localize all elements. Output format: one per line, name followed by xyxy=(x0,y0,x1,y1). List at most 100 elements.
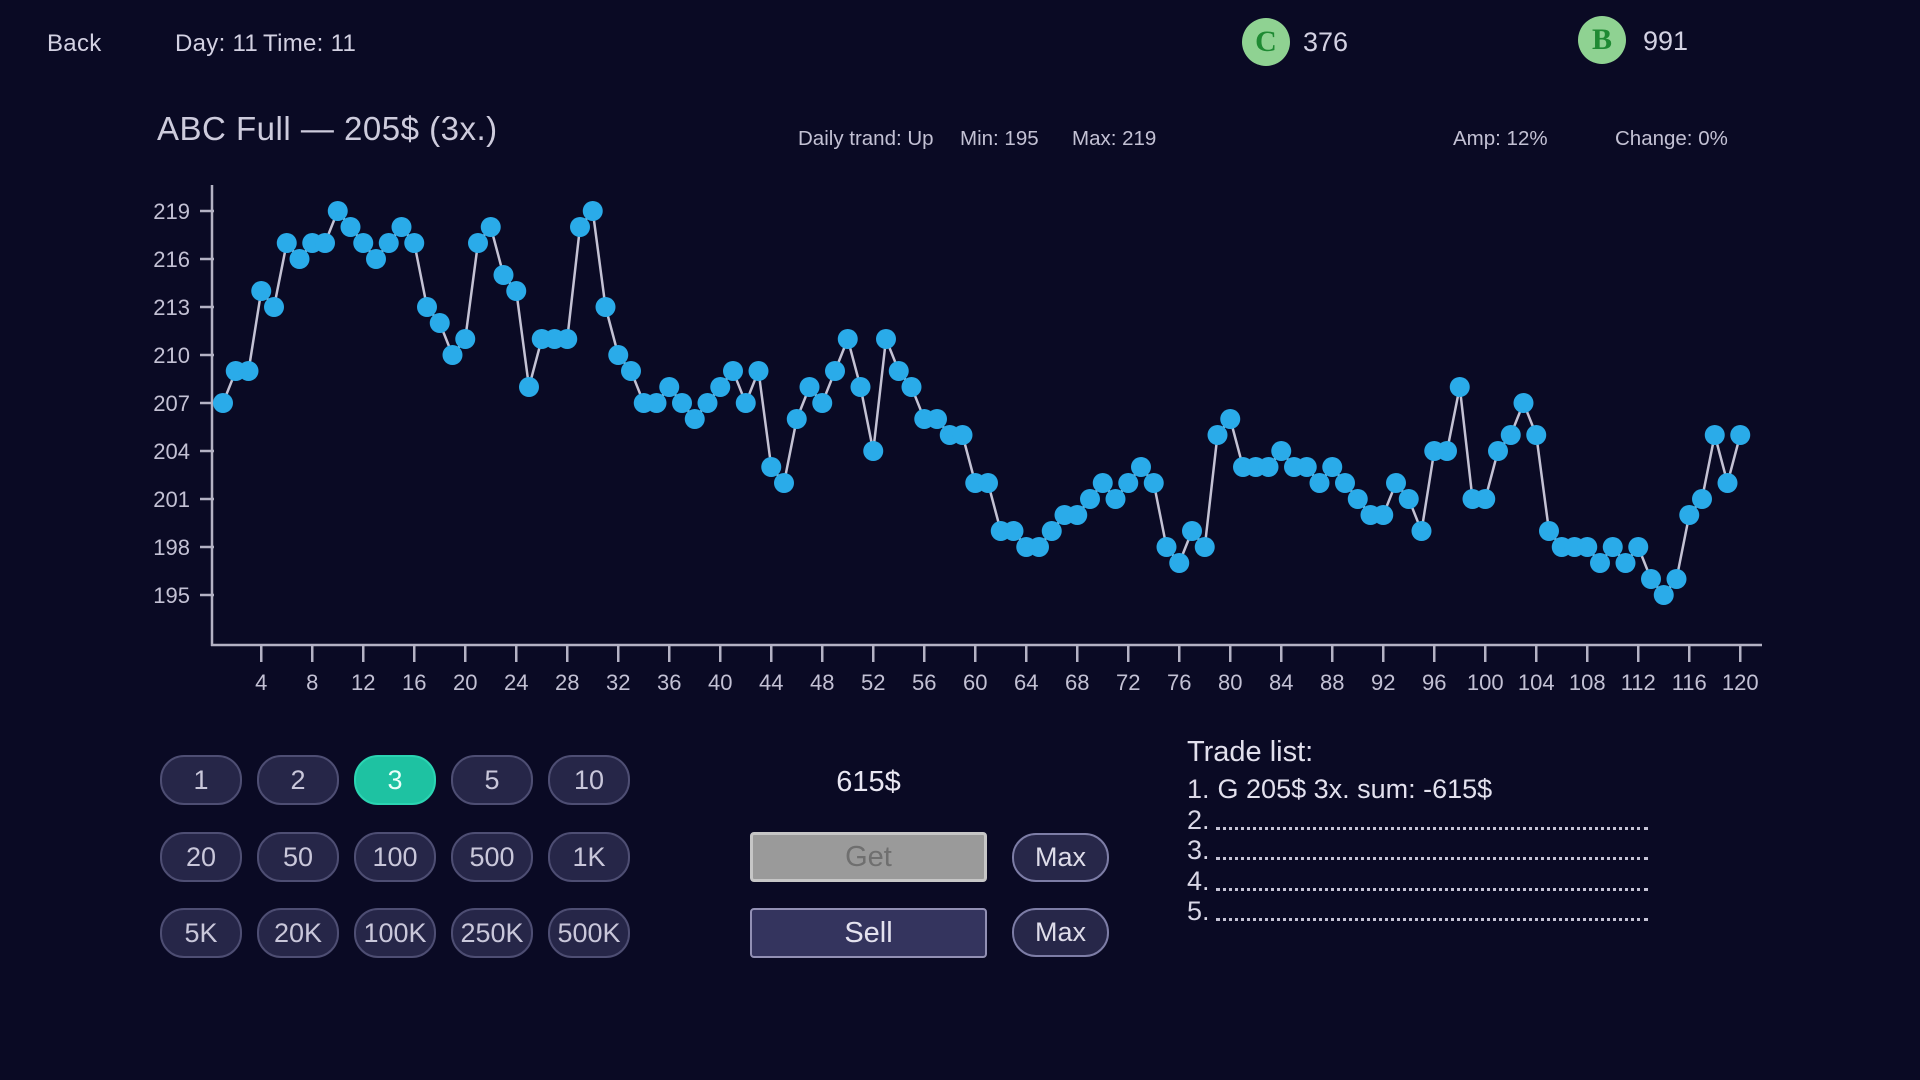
data-point xyxy=(1092,473,1113,493)
order-amount: 615$ xyxy=(836,766,901,798)
multiplier-button-50[interactable]: 50 xyxy=(257,832,339,882)
x-tick-label: 24 xyxy=(504,670,528,695)
data-point xyxy=(417,297,437,317)
data-point xyxy=(1386,473,1406,493)
y-tick-label: 219 xyxy=(153,199,190,224)
data-point xyxy=(468,233,488,253)
data-point xyxy=(1207,425,1228,445)
data-point xyxy=(1717,473,1738,493)
data-point xyxy=(1513,393,1534,413)
y-tick-label: 198 xyxy=(153,535,190,560)
data-point xyxy=(672,393,692,413)
multiplier-button-5K[interactable]: 5K xyxy=(160,908,242,958)
multiplier-button-3[interactable]: 3 xyxy=(354,755,436,805)
trade-row-index: 2. xyxy=(1187,804,1210,835)
multiplier-button-10[interactable]: 10 xyxy=(548,755,630,805)
data-point xyxy=(799,377,820,397)
trade-list: 1. G 205$ 3x. sum: -615$ 2. 3. 4. 5. xyxy=(1187,774,1648,935)
x-tick-label: 84 xyxy=(1269,670,1293,695)
trade-list-heading: Trade list: xyxy=(1187,736,1314,768)
x-tick-label: 96 xyxy=(1422,670,1446,695)
trade-row-index: 3. xyxy=(1187,835,1210,865)
data-point xyxy=(876,329,896,349)
data-point xyxy=(506,281,527,301)
sell-max-button[interactable]: Max xyxy=(1012,908,1109,957)
x-tick-label: 36 xyxy=(657,670,681,695)
y-tick-label: 207 xyxy=(153,391,190,416)
data-point xyxy=(710,377,731,397)
data-point xyxy=(952,425,973,445)
data-point xyxy=(1131,457,1151,477)
y-tick-label: 210 xyxy=(153,343,190,368)
data-point xyxy=(901,377,922,397)
multiplier-button-100K[interactable]: 100K xyxy=(354,908,436,958)
data-point xyxy=(557,329,578,349)
data-point xyxy=(366,249,386,269)
trade-row-index: 4. xyxy=(1187,865,1210,896)
x-tick-label: 112 xyxy=(1621,670,1656,695)
data-point xyxy=(480,217,501,237)
get-max-button[interactable]: Max xyxy=(1012,833,1109,882)
data-point xyxy=(1539,521,1559,541)
data-point xyxy=(684,409,705,429)
data-point xyxy=(1475,489,1496,509)
data-point xyxy=(289,249,310,269)
multiplier-button-20K[interactable]: 20K xyxy=(257,908,339,958)
data-point xyxy=(1730,425,1751,445)
data-point xyxy=(927,409,947,429)
data-point xyxy=(761,457,782,477)
trade-row-empty-leader xyxy=(1215,918,1648,921)
multiplier-button-1K[interactable]: 1K xyxy=(548,832,630,882)
data-point xyxy=(1679,505,1700,525)
multiplier-button-1[interactable]: 1 xyxy=(160,755,242,805)
data-point xyxy=(1143,473,1164,493)
data-point xyxy=(1182,521,1202,541)
get-button[interactable]: Get xyxy=(750,832,987,882)
x-tick-label: 68 xyxy=(1065,670,1089,695)
data-point xyxy=(251,281,272,301)
data-point xyxy=(1080,489,1100,509)
price-line xyxy=(221,207,1742,598)
multiplier-button-500[interactable]: 500 xyxy=(451,832,533,882)
chart-title: ABC Full — 205$ (3x.) xyxy=(157,110,498,147)
trade-list-row: 4. xyxy=(1187,865,1648,897)
multiplier-button-100[interactable]: 100 xyxy=(354,832,436,882)
x-tick-label: 88 xyxy=(1320,670,1344,695)
data-point xyxy=(735,393,756,413)
trade-row-empty-leader xyxy=(1215,826,1648,830)
data-point xyxy=(276,233,297,253)
data-point xyxy=(582,201,603,221)
x-tick-label: 100 xyxy=(1467,670,1504,695)
data-point xyxy=(812,393,833,413)
trade-row-empty-leader xyxy=(1215,857,1648,860)
multiplier-button-250K[interactable]: 250K xyxy=(451,908,533,958)
x-tick-label: 76 xyxy=(1167,670,1191,695)
data-point xyxy=(1500,425,1521,445)
data-point xyxy=(1067,505,1088,525)
data-point xyxy=(1411,521,1432,541)
data-point xyxy=(697,393,718,413)
multiplier-button-2[interactable]: 2 xyxy=(257,755,339,805)
y-tick-label: 213 xyxy=(153,295,190,320)
x-tick-label: 120 xyxy=(1722,670,1759,695)
multiplier-button-20[interactable]: 20 xyxy=(160,832,242,882)
multiplier-button-5[interactable]: 5 xyxy=(451,755,533,805)
data-point xyxy=(1335,473,1355,493)
coin-b-letter: B xyxy=(1591,23,1612,56)
data-point xyxy=(1602,537,1623,557)
trade-list-row: 5. xyxy=(1187,896,1648,927)
sell-button[interactable]: Sell xyxy=(750,908,987,958)
data-point xyxy=(1437,441,1457,461)
x-tick-label: 40 xyxy=(708,670,732,695)
trade-list-row: 3. xyxy=(1187,835,1648,866)
data-point xyxy=(1041,521,1062,541)
stat-min: Min: 195 xyxy=(960,127,1039,150)
data-point xyxy=(1105,489,1126,509)
data-point xyxy=(1641,569,1661,589)
data-point xyxy=(1029,537,1049,557)
multiplier-button-500K[interactable]: 500K xyxy=(548,908,630,958)
data-point xyxy=(264,297,284,317)
data-point xyxy=(442,345,463,365)
data-point xyxy=(1577,537,1598,557)
back-button[interactable]: Back xyxy=(47,30,102,57)
